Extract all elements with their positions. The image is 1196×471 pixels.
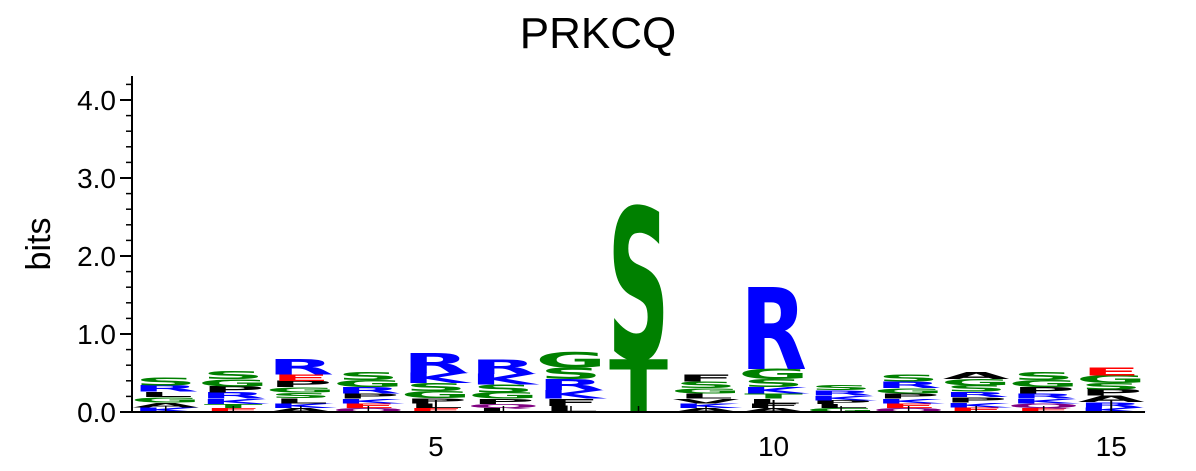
- logo-letter-A: A: [132, 401, 200, 408]
- logo-letter-S: S: [337, 370, 399, 382]
- logo-letter-K: K: [808, 394, 879, 401]
- y-tick-label: 2.0: [77, 241, 116, 272]
- logo-letter-G: G: [400, 389, 471, 400]
- logo-letter-S: S: [135, 376, 197, 388]
- logo-letter-S: S: [405, 381, 467, 393]
- logo-letter-R: R: [133, 384, 199, 394]
- logo-letter-G: G: [198, 377, 269, 388]
- logo-letter-K: K: [1078, 406, 1149, 413]
- x-tick-label: 10: [758, 431, 789, 462]
- logo-letter-S: S: [1080, 382, 1142, 392]
- logo-letter-S: S: [202, 370, 264, 382]
- logo-letter-E: E: [1082, 366, 1141, 378]
- logo-letter-R: R: [335, 385, 401, 395]
- logo-letter-P: P: [269, 379, 332, 389]
- logo-letter-K: K: [200, 397, 270, 406]
- logo-letter-Q: Q: [1007, 402, 1080, 409]
- logo-letter-T: T: [609, 345, 668, 430]
- logo-letter-A: A: [1078, 394, 1146, 404]
- logo-letter-R: R: [740, 265, 806, 396]
- logo-letter-K: K: [875, 398, 946, 405]
- logo-letter-F: F: [541, 397, 600, 408]
- logo-letter-R: R: [943, 390, 1009, 399]
- logo-letter-V: V: [673, 398, 741, 405]
- logo-letter-K: K: [740, 385, 810, 395]
- logo-letter-G: G: [941, 378, 1012, 388]
- logo-glyphs: KAGLRSETKRPGSAKLSGPERQEKPRGSELPGSKRLQPGS…: [130, 166, 1148, 430]
- logo-letter-A: A: [943, 370, 1010, 381]
- logo-letter-F: F: [677, 373, 736, 384]
- logo-letter-S: S: [540, 364, 602, 383]
- logo-letter-S: S: [607, 166, 669, 409]
- y-tick-label: 1.0: [77, 319, 116, 350]
- logo-letter-G: G: [873, 386, 944, 395]
- logo-letter-P: P: [202, 385, 265, 395]
- logo-letter-G: G: [468, 391, 539, 401]
- logo-letter-G: G: [333, 378, 404, 389]
- logo-letter-E: E: [271, 373, 330, 383]
- logo-letter-S: S: [945, 384, 1007, 394]
- logo-letter-R: R: [808, 389, 874, 398]
- logo-letter-G: G: [671, 386, 742, 395]
- logo-letter-L: L: [138, 390, 193, 399]
- logo-letter-S: S: [810, 383, 872, 392]
- logo-letter-G: G: [1008, 378, 1079, 389]
- logo-letter-P: P: [877, 392, 940, 401]
- logo-letter-K: K: [1010, 398, 1081, 405]
- logo-letter-R: R: [268, 355, 334, 380]
- logo-letter-K: K: [943, 401, 1014, 408]
- logo-letter-E: E: [879, 402, 938, 409]
- x-tick-label: 15: [1096, 431, 1127, 462]
- x-ticks: 5 10 15: [165, 400, 1127, 462]
- y-tick-label: 3.0: [77, 163, 116, 194]
- logo-letter-R: R: [1010, 392, 1076, 401]
- logo-letter-P: P: [945, 396, 1008, 405]
- logo-letter-R: R: [470, 356, 536, 378]
- logo-letter-S: S: [675, 380, 737, 390]
- logo-letter-E: E: [339, 402, 398, 409]
- logo-letter-P: P: [1012, 385, 1075, 395]
- logo-letter-G: G: [536, 348, 607, 373]
- chart-title: PRKCQ: [520, 9, 676, 58]
- logo-letter-L: L: [273, 397, 328, 406]
- logo-letter-R: R: [875, 380, 941, 390]
- logo-letter-S: S: [742, 377, 804, 389]
- logo-letter-K: K: [335, 398, 406, 405]
- logo-letter-R: R: [403, 348, 469, 380]
- logo-letter-G: G: [738, 366, 809, 382]
- x-tick-label: 5: [428, 431, 444, 462]
- logo-letter-P: P: [337, 392, 400, 401]
- logo-letter-S: S: [270, 391, 332, 400]
- logo-letter-S: S: [878, 373, 940, 384]
- logo-letter-L: L: [679, 392, 734, 401]
- logo-letter-P: P: [472, 397, 535, 406]
- logo-letter-T: T: [744, 392, 803, 401]
- logo-letter-K: K: [673, 402, 744, 409]
- logo-letter-G: G: [130, 396, 201, 405]
- logo-letter-R: R: [200, 391, 266, 401]
- y-tick-label: 4.0: [77, 85, 116, 116]
- logo-letter-P: P: [1080, 388, 1143, 398]
- logo-letter-K: K: [470, 371, 540, 388]
- logo-letter-P: P: [809, 399, 872, 405]
- y-ticks: 0.0 1.0 2.0 3.0 4.0: [77, 83, 132, 428]
- logo-letter-R: R: [538, 376, 604, 393]
- logo-letter-K: K: [402, 370, 472, 386]
- y-axis-label: bits: [20, 218, 58, 271]
- logo-letter-G: G: [1076, 373, 1147, 385]
- logo-letter-K: K: [538, 388, 608, 402]
- logo-letter-K: K: [267, 402, 338, 409]
- y-tick-label: 0.0: [77, 397, 116, 428]
- logo-letter-K: K: [132, 406, 203, 413]
- logo-letter-S: S: [472, 383, 534, 395]
- logo-letter-S: S: [1013, 370, 1075, 382]
- logo-letter-G: G: [265, 386, 336, 395]
